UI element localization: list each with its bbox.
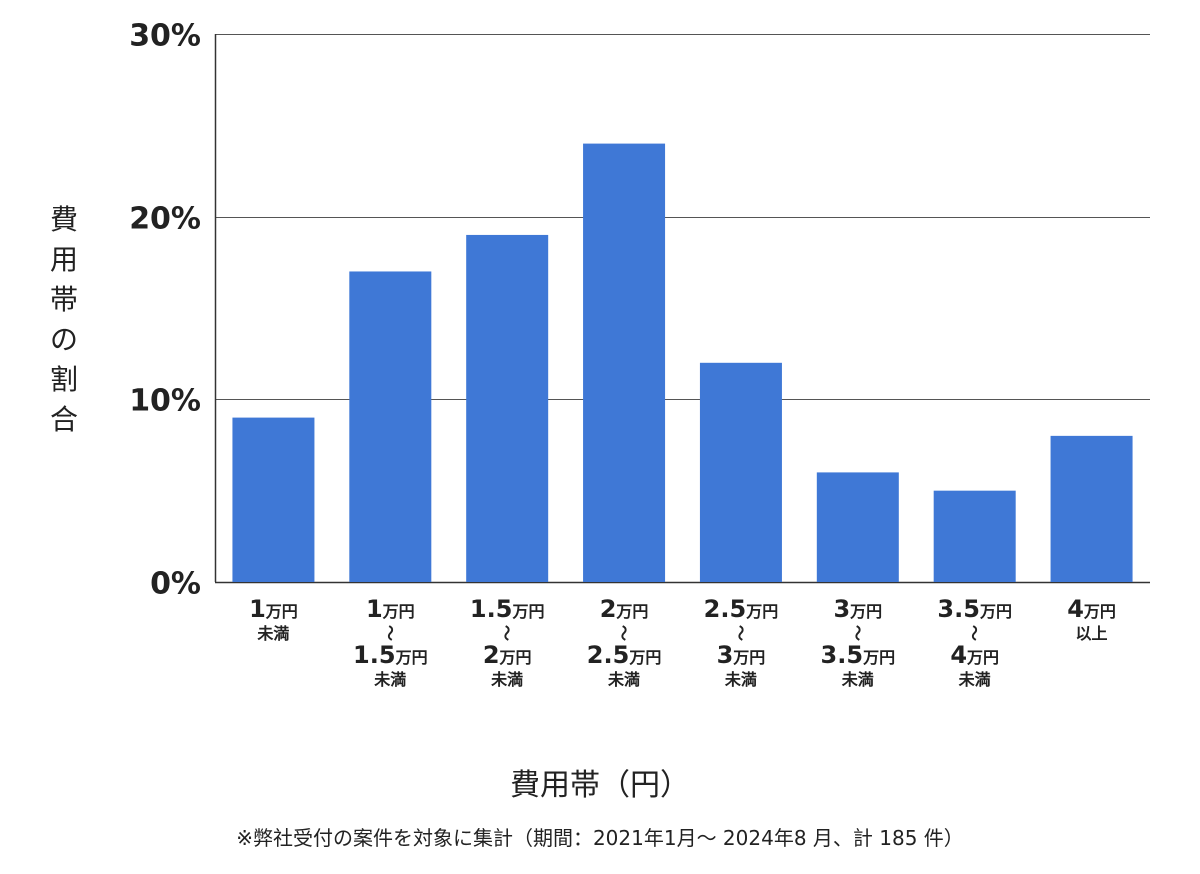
bar (583, 143, 666, 582)
x-tick-label: 3万円 (833, 595, 882, 623)
x-tick-label: 未満 (724, 670, 757, 689)
y-axis-label-char: 帯 (49, 283, 78, 316)
y-axis-label-char: 合 (49, 403, 78, 436)
x-tick-label: 未満 (841, 670, 874, 689)
x-tick-label: 3万円 (717, 641, 766, 669)
x-tick-label: 2.5万円 (704, 595, 779, 623)
x-tick-label: 未満 (607, 670, 640, 689)
bar (466, 234, 549, 582)
x-tick-label: 2.5万円 (587, 641, 662, 669)
bar (349, 271, 432, 582)
x-axis-label: 費用帯（円） (510, 768, 690, 803)
bar (1050, 435, 1133, 582)
y-axis-label-char: 割 (49, 363, 78, 396)
x-tick-label: 1万円 (366, 595, 415, 623)
x-axis: 1万円未満1万円〜1.5万円未満1.5万円〜2万円未満2万円〜2.5万円未満2.… (249, 595, 1116, 689)
bar (933, 490, 1016, 582)
y-axis-label: 費用帯の割合 (44, 200, 84, 440)
x-tick-label: 〜 (731, 625, 750, 641)
x-tick-label: 1.5万円 (353, 641, 428, 669)
y-tick-label: 30% (129, 19, 201, 54)
y-axis: 0% 10% 20% 30% (129, 19, 217, 602)
x-tick-label: 〜 (965, 625, 984, 641)
x-tick-label: 〜 (848, 625, 867, 641)
y-tick-label: 0% (150, 567, 201, 602)
x-tick-label: 未満 (373, 670, 406, 689)
x-tick-label: 4万円 (1067, 595, 1116, 623)
y-tick-label: 20% (129, 202, 201, 237)
y-tick-label: 10% (129, 384, 201, 419)
x-tick-label: 〜 (380, 625, 399, 641)
x-tick-label: 2万円 (600, 595, 649, 623)
y-axis-label-char: 費 (49, 203, 78, 236)
y-axis-label-char: の (49, 323, 78, 356)
x-tick-label: 3.5万円 (937, 595, 1012, 623)
x-tick-label: 〜 (497, 625, 516, 641)
bar (816, 472, 899, 582)
bar (699, 362, 782, 582)
x-tick-label: 未満 (490, 670, 523, 689)
x-tick-label: 4万円 (950, 641, 999, 669)
bars (232, 143, 1133, 582)
x-tick-label: 1.5万円 (470, 595, 545, 623)
x-tick-label: 未満 (958, 670, 991, 689)
x-tick-label: 〜 (614, 625, 633, 641)
x-tick-label: 1万円 (249, 595, 298, 623)
y-axis-label-char: 用 (49, 243, 78, 276)
x-tick-label: 未満 (256, 624, 289, 643)
footnote: ※弊社受付の案件を対象に集計（期間：2021年1月〜 2024年8 月、計 18… (236, 826, 964, 850)
x-tick-label: 2万円 (483, 641, 532, 669)
x-tick-label: 3.5万円 (821, 641, 896, 669)
x-tick-label: 以上 (1076, 624, 1108, 643)
bar (232, 417, 315, 582)
